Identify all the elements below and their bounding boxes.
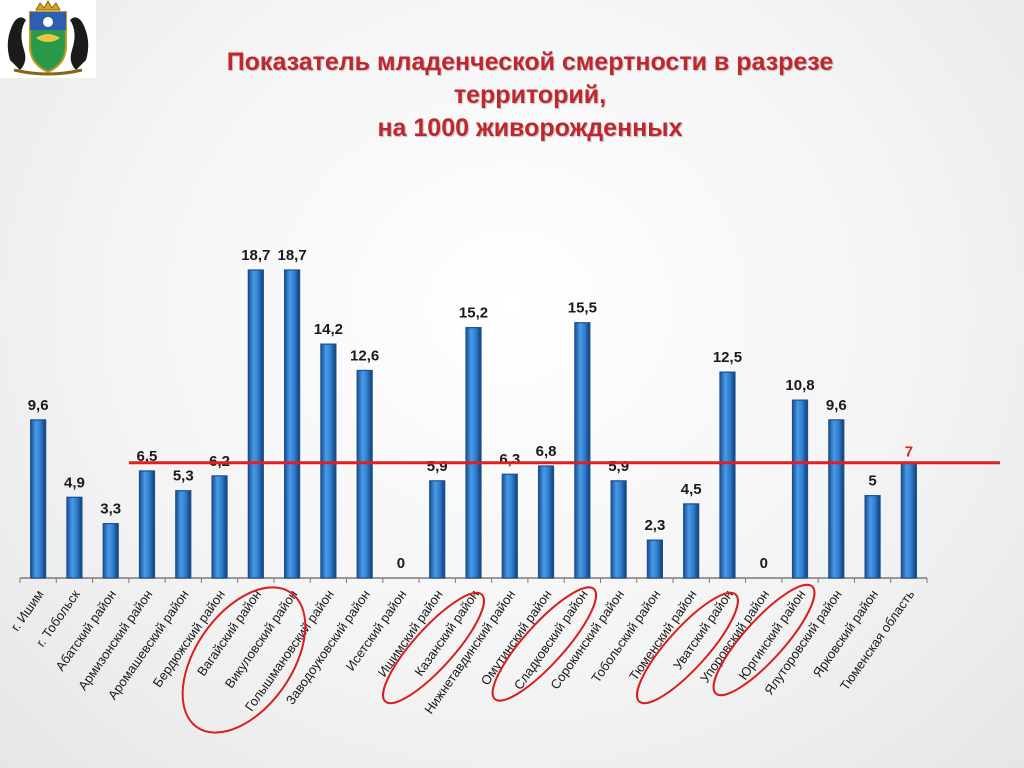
bar-18 — [646, 539, 664, 579]
category-label-19: Тюменский район — [626, 587, 700, 683]
bar-16 — [574, 322, 591, 579]
chart-title-line-1: Показатель младенческой смертности в раз… — [226, 48, 834, 76]
data-label-13: 15,2 — [459, 305, 488, 322]
bar-9 — [320, 343, 337, 579]
bar-2 — [66, 496, 83, 579]
data-label-9: 14,2 — [314, 321, 343, 338]
bar-12 — [429, 480, 446, 579]
data-label-24: 5 — [868, 473, 876, 490]
data-label-25: 7 — [905, 444, 913, 461]
chart-title-line-3: на 1000 живорожденных — [377, 114, 683, 142]
data-label-5: 5,3 — [173, 468, 194, 485]
data-label-22: 10,8 — [785, 377, 814, 394]
highlight-circle-sladkovskiy — [491, 586, 598, 702]
data-label-15: 6,8 — [536, 443, 557, 460]
bar-14 — [501, 473, 518, 579]
data-label-12: 5,9 — [427, 458, 448, 475]
data-label-20: 12,5 — [713, 349, 742, 366]
bar-8 — [284, 269, 301, 579]
bar-24 — [864, 495, 881, 579]
highlight-circle-uvatskiy — [636, 591, 739, 705]
data-label-23: 9,6 — [826, 397, 847, 414]
category-label-12: Ишимский район — [375, 587, 446, 680]
bar-25 — [900, 462, 917, 579]
data-label-3: 3,3 — [100, 501, 121, 518]
data-label-11: 0 — [397, 555, 405, 572]
bar-3 — [102, 523, 119, 579]
data-label-18: 2,3 — [644, 517, 665, 534]
data-label-1: 9,6 — [28, 397, 49, 414]
bar-19 — [683, 503, 700, 579]
highlight-circle-vagai-vikulovo — [181, 586, 307, 734]
data-label-2: 4,9 — [64, 474, 85, 491]
category-label-1: г. Ишим — [8, 587, 47, 634]
bar-20 — [719, 371, 736, 579]
bar-23 — [828, 419, 845, 579]
bar-17 — [610, 480, 627, 579]
highlight-circle-yurginskiy — [712, 583, 816, 697]
bar-1 — [30, 419, 47, 579]
data-label-14: 6,3 — [499, 451, 520, 468]
bar-6 — [211, 475, 228, 579]
data-label-4: 6,5 — [137, 448, 158, 465]
data-label-8: 18,7 — [277, 247, 306, 264]
data-label-16: 15,5 — [568, 300, 597, 317]
chart-title: Показатель младенческой смертности в раз… — [150, 46, 910, 145]
bar-22 — [791, 399, 809, 579]
data-label-19: 4,5 — [681, 481, 702, 498]
bar-4 — [138, 470, 156, 579]
data-label-10: 12,6 — [350, 347, 379, 364]
bar-15 — [537, 465, 555, 579]
bar-13 — [465, 327, 482, 579]
coat-of-arms-icon — [0, 0, 96, 78]
bar-7 — [247, 269, 264, 579]
data-label-7: 18,7 — [241, 247, 270, 264]
chart-title-line-2: территорий, — [453, 81, 607, 109]
category-label-22: Юргинский район — [735, 587, 808, 682]
data-label-21: 0 — [760, 555, 768, 572]
highlight-circle-kazanskiy — [382, 591, 485, 705]
bar-5 — [175, 490, 192, 579]
category-label-24: Ярковский район — [810, 587, 881, 680]
bar-10 — [356, 369, 373, 579]
data-label-17: 5,9 — [608, 458, 629, 475]
